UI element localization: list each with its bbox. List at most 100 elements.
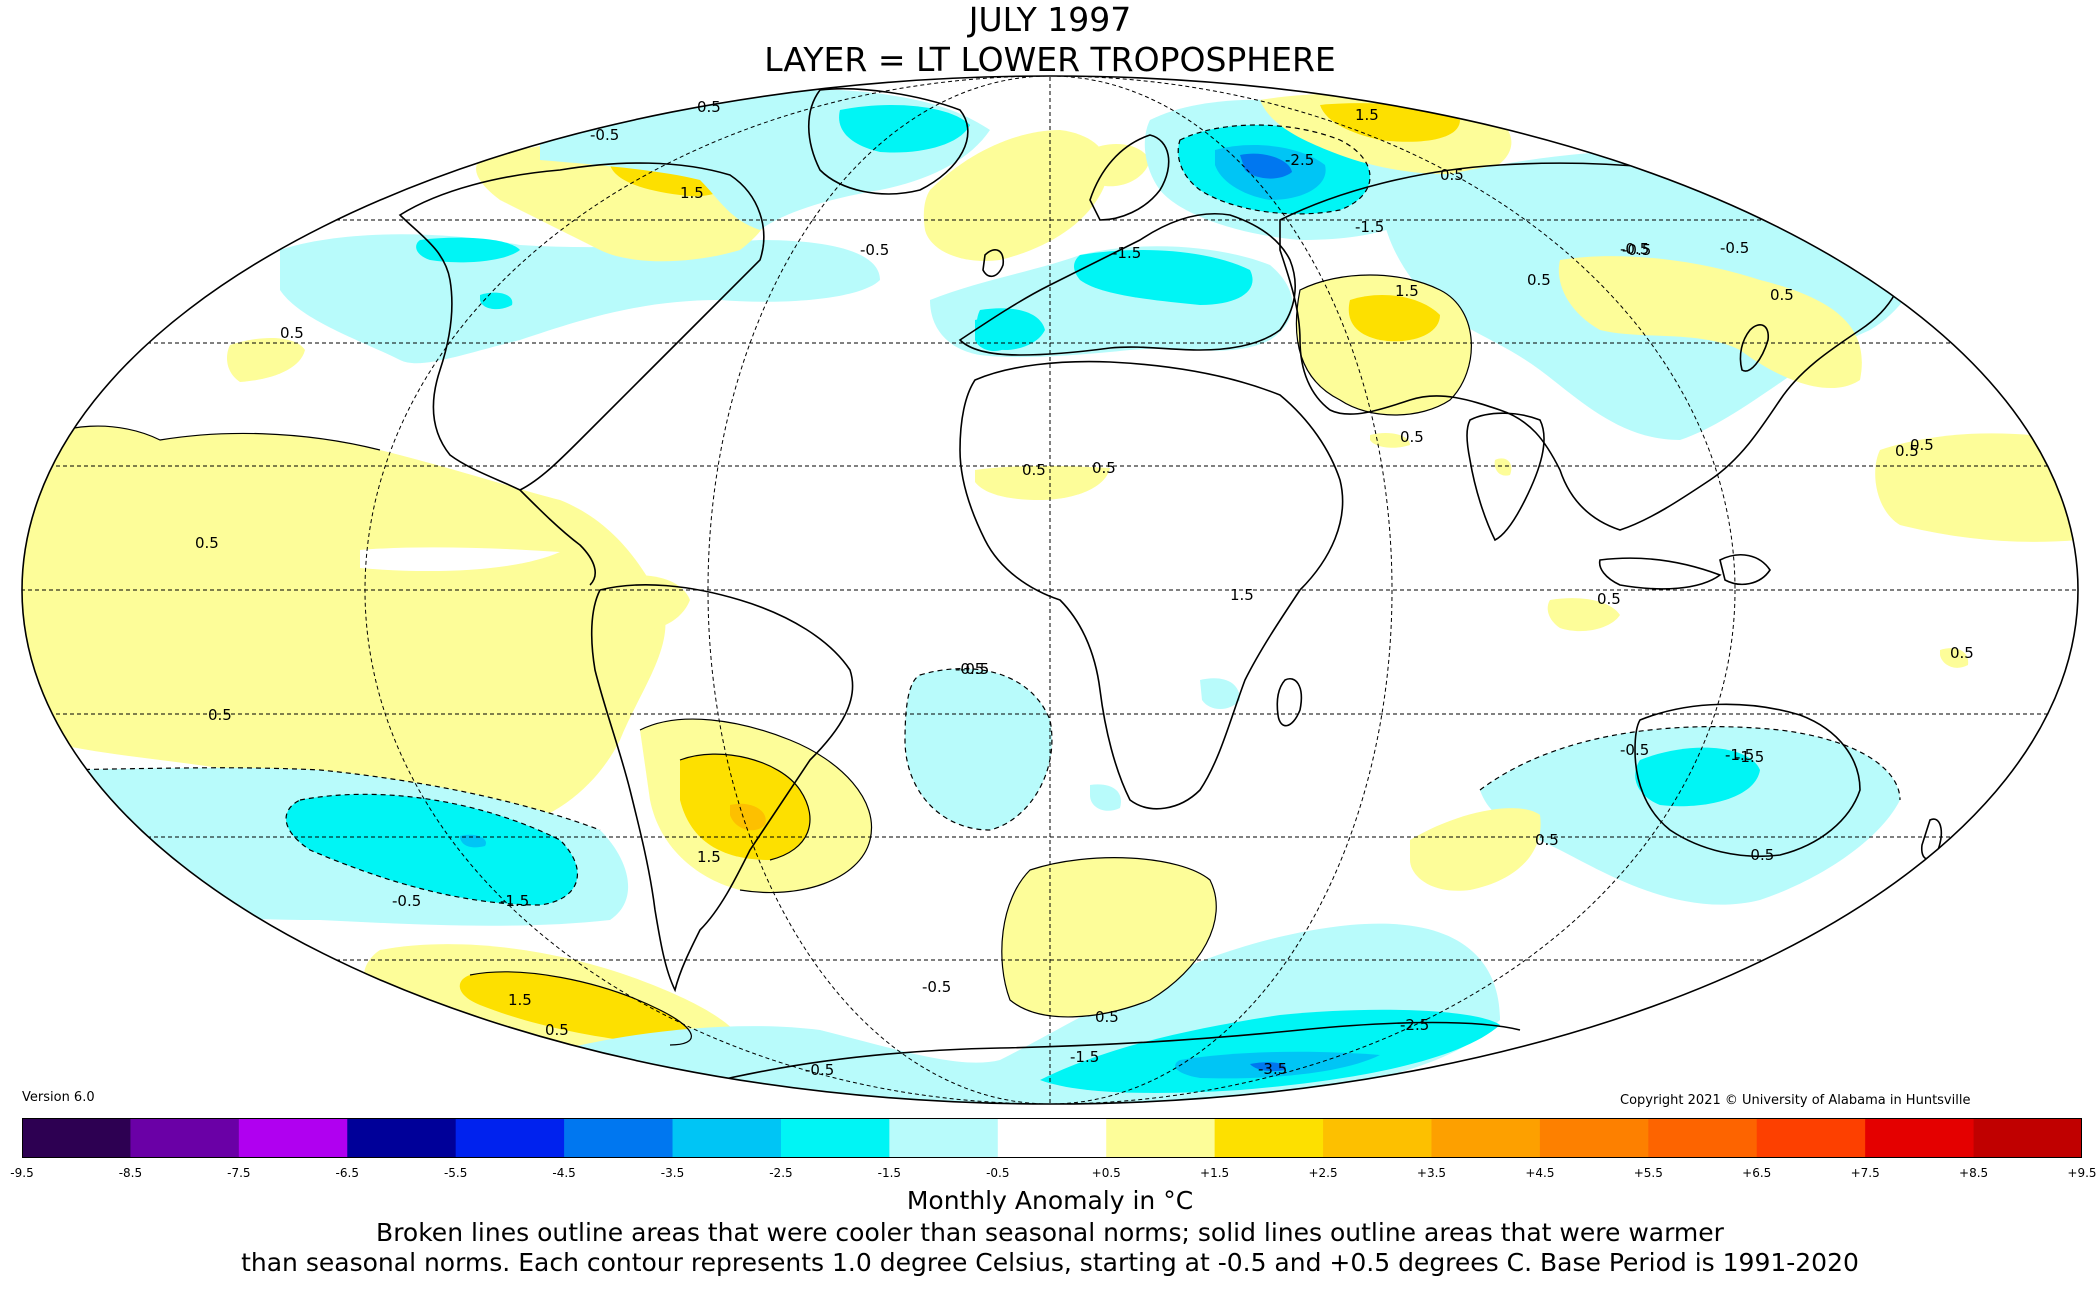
anomaly-region-cool xyxy=(280,234,880,364)
contour-label: 0.5 xyxy=(208,706,232,724)
anomaly-region-warm xyxy=(1001,857,1217,1017)
anomaly-region-warm xyxy=(1410,808,1541,891)
anomaly-region-warm xyxy=(1875,433,2078,542)
contour-label: -1.5 xyxy=(1112,244,1141,262)
contour-label: 1.5 xyxy=(697,848,721,866)
contour-label: -3.5 xyxy=(1258,1060,1287,1078)
colorbar-swatch xyxy=(22,1118,131,1158)
contour-lines xyxy=(22,124,1901,1046)
colorbar-tick-label: +5.5 xyxy=(1633,1166,1663,1180)
contour-label: -0.5 xyxy=(1622,241,1651,259)
contour-label: -0.5 xyxy=(805,1061,834,1079)
colorbar-tick-label: -5.5 xyxy=(443,1166,468,1180)
contour-label: -1.5 xyxy=(500,892,529,910)
anomaly-region-cool xyxy=(1480,726,1900,905)
anomaly-region-warm xyxy=(923,130,1108,261)
colorbar-swatch xyxy=(238,1118,348,1158)
contour-label: -1.5 xyxy=(1355,218,1384,236)
contour-label: -0.5 xyxy=(955,660,984,678)
contour-label: 0.5 xyxy=(697,98,721,116)
contour-label: -0.5 xyxy=(392,892,421,910)
anomaly-region-cool15 xyxy=(1635,747,1760,807)
anomaly-region-warm xyxy=(1940,648,1969,668)
colorbar-swatch xyxy=(347,1118,457,1158)
colorbar-tick-label: -3.5 xyxy=(660,1166,685,1180)
contour-label: 0.5 xyxy=(1910,436,1934,454)
anomaly-region-cool15 xyxy=(1040,1009,1500,1093)
anomaly-region-warm xyxy=(22,426,666,830)
anomaly-region-warm15 xyxy=(1348,295,1440,342)
caption-line-2: than seasonal norms. Each contour repres… xyxy=(241,1248,1859,1277)
anomaly-region-cool xyxy=(1200,678,1240,709)
contour-label: 1.5 xyxy=(1355,106,1379,124)
colorbar-tick-label: +1.5 xyxy=(1200,1166,1230,1180)
colorbar-swatch xyxy=(455,1118,565,1158)
colorbar-swatch xyxy=(780,1118,890,1158)
colorbar xyxy=(22,1118,2082,1158)
anomaly-region-cool15 xyxy=(480,292,513,310)
colorbar-swatch xyxy=(1865,1118,1975,1158)
colorbar-tick-label: +3.5 xyxy=(1416,1166,1447,1180)
contour-label: -0.5 xyxy=(1720,239,1749,257)
map-subtitle: LAYER = LT LOWER TROPOSPHERE xyxy=(764,40,1336,79)
colorbar-tick-label: +2.5 xyxy=(1308,1166,1338,1180)
anomaly-region-warm xyxy=(598,575,690,632)
contour-label: 0.5 xyxy=(280,324,304,342)
colorbar-tick-label: -9.5 xyxy=(10,1166,34,1180)
anomaly-region-warm xyxy=(1547,598,1620,632)
colorbar-swatch xyxy=(1539,1118,1649,1158)
contour-label: 0.5 xyxy=(1770,286,1794,304)
colorbar-tick-label: -2.5 xyxy=(769,1166,793,1180)
anomaly-regions xyxy=(22,90,2078,1104)
colorbar-tick-label: +0.5 xyxy=(1091,1166,1121,1180)
anomaly-region-warm xyxy=(1087,144,1150,187)
anomaly-region-cool35 xyxy=(1240,153,1292,179)
contour-label: 0.5 xyxy=(1950,644,1974,662)
colorbar-tick-label: -0.5 xyxy=(986,1166,1010,1180)
coastlines xyxy=(398,87,1942,1086)
version-label: Version 6.0 xyxy=(22,1090,95,1105)
colorbar-swatch xyxy=(672,1118,782,1158)
contour-label: 0.5 xyxy=(1092,459,1116,477)
colorbar-swatch xyxy=(1756,1118,1866,1158)
anomaly-region-cool15 xyxy=(416,237,520,263)
colorbar-tick-label: -8.5 xyxy=(118,1166,143,1180)
colorbar-tick-label: +6.5 xyxy=(1742,1166,1772,1180)
contour-label: -2.5 xyxy=(1400,1016,1429,1034)
anomaly-region-cool15 xyxy=(1074,250,1253,305)
colorbar-swatch xyxy=(1973,1118,2082,1158)
contour-label: 1.5 xyxy=(680,184,704,202)
colorbar-tick-label: -7.5 xyxy=(227,1166,251,1180)
anomaly-region-neutral xyxy=(360,547,560,572)
contour-label: 0.5 xyxy=(195,534,219,552)
contour-label: -2.5 xyxy=(1285,151,1314,169)
colorbar-tick-label: -4.5 xyxy=(552,1166,576,1180)
colorbar-tick-label: -1.5 xyxy=(877,1166,902,1180)
anomaly-region-warm xyxy=(1494,458,1512,476)
colorbar-tick-label: +8.5 xyxy=(1959,1166,1989,1180)
anomaly-region-warm25 xyxy=(730,803,766,831)
colorbar-tick-label: +7.5 xyxy=(1850,1166,1880,1180)
colorbar-tick-label: -6.5 xyxy=(335,1166,359,1180)
contour-label: -1.5 xyxy=(1735,748,1764,766)
anomaly-region-warm xyxy=(1558,256,1862,389)
colorbar-tick-label: +9.5 xyxy=(2067,1166,2097,1180)
colorbar-swatch xyxy=(889,1118,999,1158)
map-globe xyxy=(22,76,2078,1104)
anomaly-region-cool xyxy=(905,668,1052,830)
colorbar-swatch xyxy=(130,1118,240,1158)
colorbar-border xyxy=(22,1118,2082,1158)
contour-label: 0.5 xyxy=(1440,166,1464,184)
anomaly-region-cool15 xyxy=(839,105,970,153)
globe-outline xyxy=(21,75,2079,1105)
contour-label: -0.5 xyxy=(922,978,951,996)
anomaly-region-cool25 xyxy=(460,834,486,848)
contour-label: -1.5 xyxy=(1725,746,1754,764)
contour-label: 1.5 xyxy=(1230,586,1254,604)
colorbar-swatch xyxy=(997,1118,1107,1158)
contour-label: 1.5 xyxy=(508,991,532,1009)
contour-label: -1.5 xyxy=(1070,1048,1099,1066)
anomaly-region-warm15 xyxy=(1320,103,1460,142)
contour-labels: 0.5 1.5 -0.5 0.5 1.5 -0.5 0.5 -0.5 0.5 -… xyxy=(195,98,1974,1079)
anomaly-region-cool35 xyxy=(1250,1062,1286,1072)
